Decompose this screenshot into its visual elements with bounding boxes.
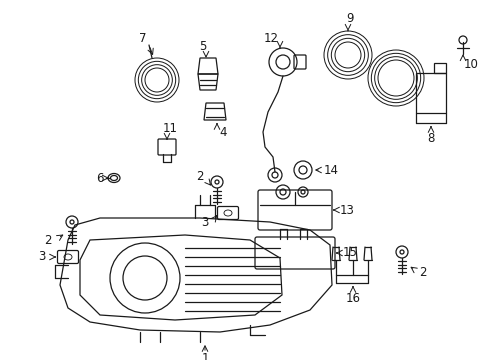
Text: 2: 2 bbox=[196, 171, 203, 184]
Text: 9: 9 bbox=[346, 13, 353, 26]
Text: 2: 2 bbox=[44, 234, 52, 248]
Text: 3: 3 bbox=[38, 251, 45, 264]
Text: 7: 7 bbox=[139, 31, 146, 45]
Text: 5: 5 bbox=[199, 40, 206, 54]
Text: 8: 8 bbox=[427, 131, 434, 144]
Text: 3: 3 bbox=[201, 216, 208, 229]
Text: 10: 10 bbox=[463, 58, 477, 71]
Text: 1: 1 bbox=[201, 351, 208, 360]
Text: 2: 2 bbox=[418, 266, 426, 279]
Text: 11: 11 bbox=[162, 122, 177, 135]
Text: 14: 14 bbox=[323, 163, 338, 176]
Text: 6: 6 bbox=[96, 171, 103, 184]
Text: 4: 4 bbox=[219, 126, 226, 139]
Text: 13: 13 bbox=[339, 203, 354, 216]
Text: 16: 16 bbox=[345, 292, 360, 306]
Text: 12: 12 bbox=[263, 32, 278, 45]
Text: 15: 15 bbox=[342, 247, 357, 260]
